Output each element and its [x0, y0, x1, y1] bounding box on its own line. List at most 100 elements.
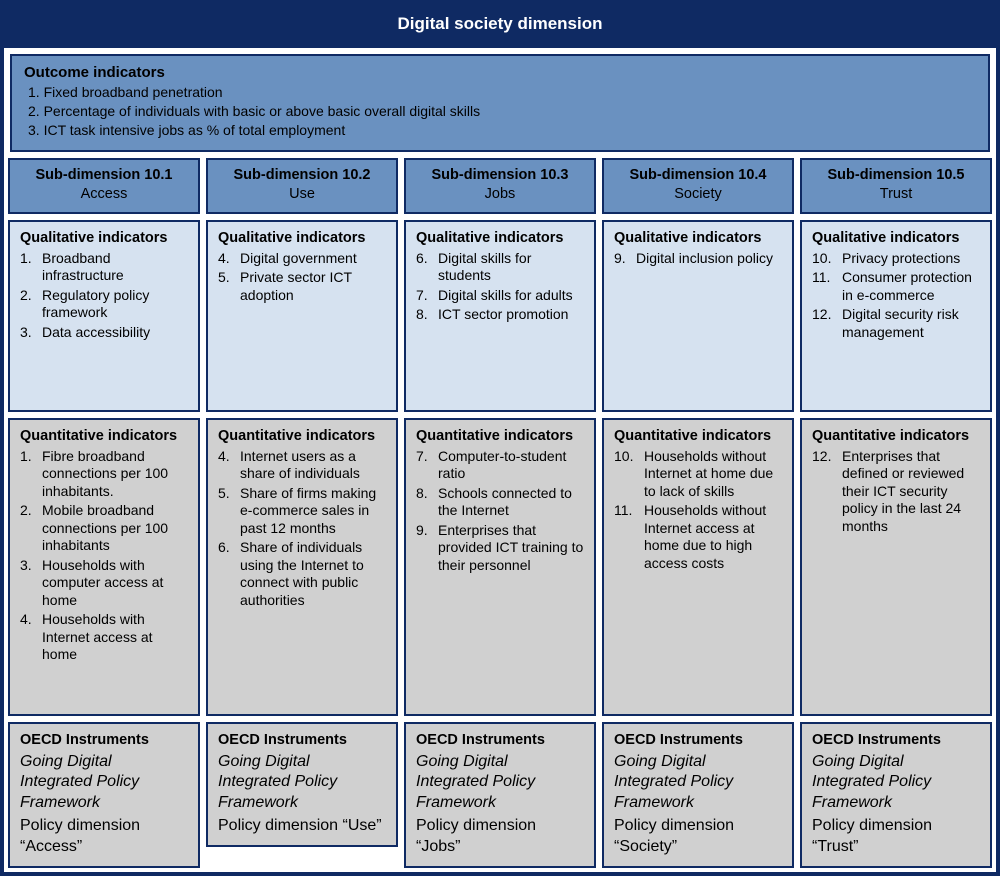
quantitative-indicators-box: Quantitative indicators 7.Computer-to-stu…	[404, 418, 596, 716]
oecd-policy-dimension: Policy dimension “Access”	[20, 816, 188, 858]
qualitative-item: 2.Regulatory policy framework	[20, 287, 188, 322]
subdimension-code: Sub-dimension 10.2	[212, 166, 392, 185]
qualitative-header: Qualitative indicators	[20, 230, 188, 246]
subdimension-column: Sub-dimension 10.4Society Qualitative ind…	[602, 158, 794, 868]
oecd-instruments-box: OECD InstrumentsGoing Digital Integrated…	[800, 722, 992, 868]
quantitative-item: 5.Share of firms making e-commerce sales…	[218, 485, 386, 538]
quantitative-indicators-box: Quantitative indicators 12.Enterprises th…	[800, 418, 992, 716]
qualitative-list: 9.Digital inclusion policy	[614, 250, 782, 268]
quantitative-item: 11.Households without Internet access at…	[614, 502, 782, 572]
oecd-instruments-box: OECD InstrumentsGoing Digital Integrated…	[404, 722, 596, 868]
quantitative-indicators-box: Quantitative indicators 4.Internet users …	[206, 418, 398, 716]
item-text: Digital government	[240, 250, 357, 268]
qualitative-header: Qualitative indicators	[218, 230, 386, 246]
qualitative-header: Qualitative indicators	[416, 230, 584, 246]
dimension-title: Digital society dimension	[398, 14, 603, 33]
oecd-framework: Going Digital Integrated Policy Framewor…	[614, 752, 782, 814]
item-text: Consumer protection in e-commerce	[842, 269, 980, 304]
qualitative-item: 12.Digital security risk management	[812, 306, 980, 341]
item-number: 4.	[218, 250, 240, 268]
item-number: 1.	[20, 448, 42, 501]
quantitative-header: Quantitative indicators	[812, 428, 980, 444]
item-number: 6.	[218, 539, 240, 609]
subdimension-columns: Sub-dimension 10.1AccessQualitative indi…	[4, 158, 996, 872]
qualitative-item: 9.Digital inclusion policy	[614, 250, 782, 268]
oecd-framework: Going Digital Integrated Policy Framewor…	[218, 752, 386, 814]
qualitative-item: 1.Broadband infrastructure	[20, 250, 188, 285]
outcome-item: 1. Fixed broadband penetration	[28, 83, 976, 102]
oecd-instruments-box: OECD InstrumentsGoing Digital Integrated…	[602, 722, 794, 868]
qualitative-indicators-box: Qualitative indicators 9.Digital inclusio…	[602, 220, 794, 412]
qualitative-list: 6.Digital skills for students 7.Digital s…	[416, 250, 584, 324]
oecd-policy-dimension: Policy dimension “Jobs”	[416, 816, 584, 858]
subdimension-code: Sub-dimension 10.5	[806, 166, 986, 185]
subdimension-code: Sub-dimension 10.3	[410, 166, 590, 185]
oecd-policy-dimension: Policy dimension “Trust”	[812, 816, 980, 858]
outcome-indicators-box: Outcome indicators 1. Fixed broadband pe…	[10, 54, 990, 152]
item-text: Privacy protections	[842, 250, 960, 268]
item-text: Households without Internet at home due …	[644, 448, 782, 501]
item-text: ICT sector promotion	[438, 306, 568, 324]
oecd-policy-dimension: Policy dimension “Use”	[218, 816, 386, 837]
item-text: Digital skills for adults	[438, 287, 573, 305]
quantitative-item: 8.Schools connected to the Internet	[416, 485, 584, 520]
oecd-instruments-box: OECD InstrumentsGoing Digital Integrated…	[8, 722, 200, 868]
qualitative-item: 8.ICT sector promotion	[416, 306, 584, 324]
quantitative-list: 10.Households without Internet at home d…	[614, 448, 782, 573]
item-number: 4.	[20, 611, 42, 664]
quantitative-header: Quantitative indicators	[416, 428, 584, 444]
item-text: Digital skills for students	[438, 250, 584, 285]
qualitative-header: Qualitative indicators	[812, 230, 980, 246]
subdimension-column: Sub-dimension 10.1AccessQualitative indi…	[8, 158, 200, 868]
oecd-header: OECD Instruments	[20, 732, 188, 748]
outcome-item: 3. ICT task intensive jobs as % of total…	[28, 121, 976, 140]
qualitative-indicators-box: Qualitative indicators 4.Digital governme…	[206, 220, 398, 412]
item-text: Fibre broadband connections per 100 inha…	[42, 448, 188, 501]
dimension-title-bar: Digital society dimension	[4, 4, 996, 48]
subdimension-header: Sub-dimension 10.4Society	[602, 158, 794, 214]
quantitative-item: 9.Enterprises that provided ICT training…	[416, 522, 584, 575]
qualitative-item: 6.Digital skills for students	[416, 250, 584, 285]
quantitative-item: 4.Internet users as a share of individua…	[218, 448, 386, 483]
outcome-wrapper: Outcome indicators 1. Fixed broadband pe…	[4, 48, 996, 158]
qualitative-item: 7.Digital skills for adults	[416, 287, 584, 305]
item-number: 10.	[614, 448, 644, 501]
outcome-header: Outcome indicators	[24, 64, 976, 81]
subdimension-column: Sub-dimension 10.2Use Qualitative indicat…	[206, 158, 398, 868]
subdimension-name: Jobs	[410, 185, 590, 204]
quantitative-indicators-box: Quantitative indicators10.Households wit…	[602, 418, 794, 716]
oecd-header: OECD Instruments	[416, 732, 584, 748]
item-number: 9.	[416, 522, 438, 575]
item-text: Households with Internet access at home	[42, 611, 188, 664]
item-number: 12.	[812, 306, 842, 341]
subdimension-header: Sub-dimension 10.3Jobs	[404, 158, 596, 214]
qualitative-header: Qualitative indicators	[614, 230, 782, 246]
item-text: Enterprises that defined or reviewed the…	[842, 448, 980, 536]
qualitative-indicators-box: Qualitative indicators 10.Privacy protect…	[800, 220, 992, 412]
subdimension-header: Sub-dimension 10.2Use	[206, 158, 398, 214]
item-text: Mobile broadband connections per 100 inh…	[42, 502, 188, 555]
oecd-policy-dimension: Policy dimension “Society”	[614, 816, 782, 858]
item-text: Regulatory policy framework	[42, 287, 188, 322]
subdimension-header: Sub-dimension 10.5Trust	[800, 158, 992, 214]
item-text: Computer-to-student ratio	[438, 448, 584, 483]
subdimension-name: Trust	[806, 185, 986, 204]
qualitative-list: 1.Broadband infrastructure2.Regulatory p…	[20, 250, 188, 342]
item-number: 11.	[812, 269, 842, 304]
item-number: 5.	[218, 269, 240, 304]
quantitative-item: 1.Fibre broadband connections per 100 in…	[20, 448, 188, 501]
dimension-frame: Digital society dimension Outcome indica…	[0, 0, 1000, 876]
item-number: 2.	[20, 502, 42, 555]
oecd-instruments-box: OECD InstrumentsGoing Digital Integrated…	[206, 722, 398, 847]
quantitative-item: 7.Computer-to-student ratio	[416, 448, 584, 483]
item-number: 1.	[20, 250, 42, 285]
oecd-framework: Going Digital Integrated Policy Framewor…	[812, 752, 980, 814]
quantitative-header: Quantitative indicators	[218, 428, 386, 444]
subdimension-name: Use	[212, 185, 392, 204]
item-number: 12.	[812, 448, 842, 536]
item-number: 3.	[20, 557, 42, 610]
item-text: Share of individuals using the Internet …	[240, 539, 386, 609]
item-number: 6.	[416, 250, 438, 285]
qualitative-indicators-box: Qualitative indicators 1.Broadband infras…	[8, 220, 200, 412]
qualitative-list: 10.Privacy protections11.Consumer protec…	[812, 250, 980, 342]
